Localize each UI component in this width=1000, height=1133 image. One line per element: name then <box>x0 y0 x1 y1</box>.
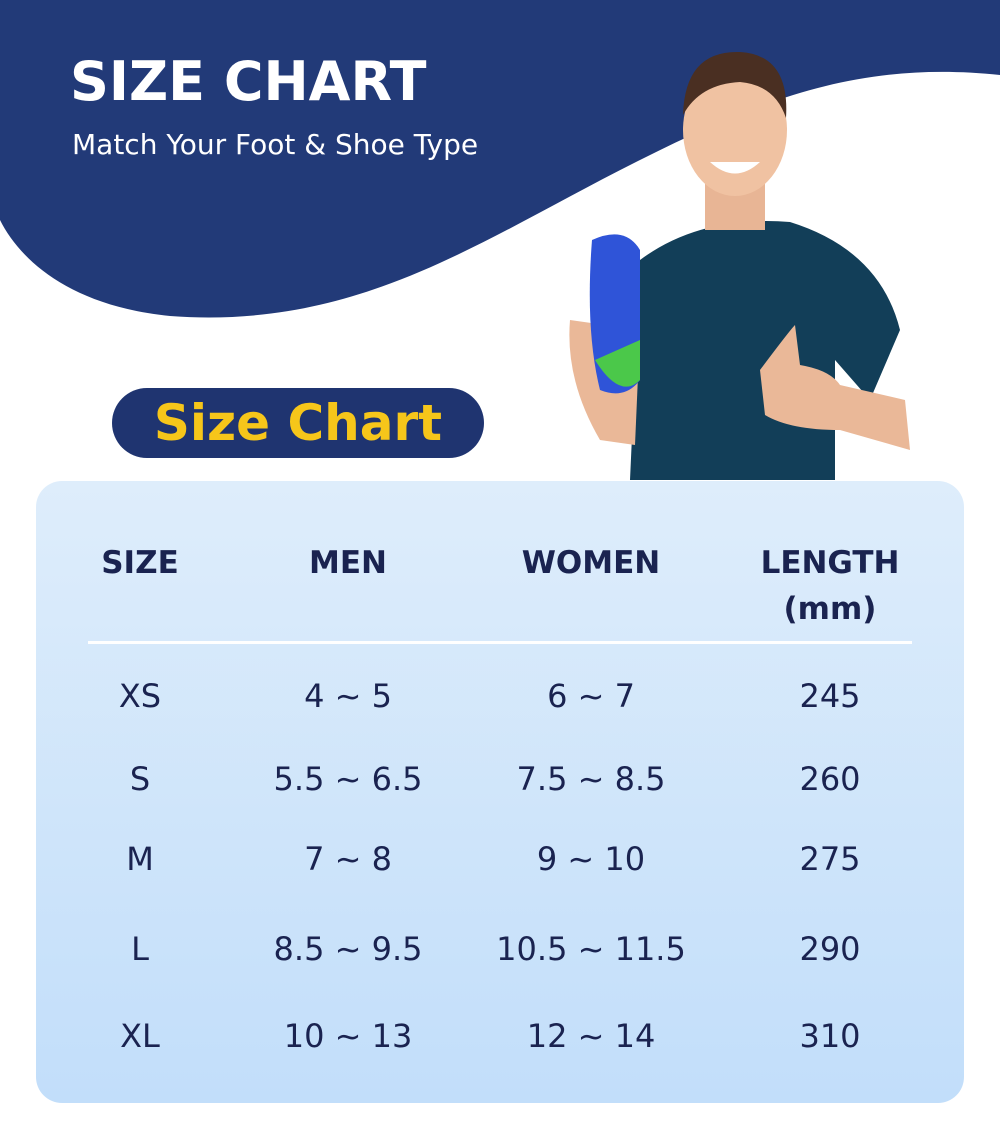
model-photo <box>569 51 910 481</box>
badge: Size Chart <box>112 388 484 458</box>
table-cell: 8.5 ~ 9.5 <box>273 930 423 968</box>
table-cell: 10.5 ~ 11.5 <box>496 930 686 968</box>
table-cell: M <box>126 840 154 878</box>
table-cell: 9 ~ 10 <box>536 840 646 878</box>
table-cell: 4 ~ 5 <box>304 677 392 715</box>
table-cell: 310 <box>799 1017 861 1055</box>
table-cell: 5.5 ~ 6.5 <box>273 760 423 798</box>
table-cell: 12 ~ 14 <box>526 1017 656 1055</box>
table-cell: 10 ~ 13 <box>283 1017 413 1055</box>
table-cell: 290 <box>799 930 861 968</box>
column-header: SIZE <box>101 545 179 581</box>
subtitle: Match Your Foot & Shoe Type <box>72 128 479 161</box>
table-cell: 7 ~ 8 <box>304 840 392 878</box>
table-cell: 245 <box>799 677 861 715</box>
title: SIZE CHART <box>70 50 427 113</box>
header-rule <box>88 641 912 644</box>
table-cell: 6 ~ 7 <box>547 677 635 715</box>
table-cell: S <box>129 760 151 798</box>
table-cell: 275 <box>799 840 861 878</box>
table-cell: L <box>131 930 149 968</box>
column-header: MEN <box>309 545 387 581</box>
table-cell: 7.5 ~ 8.5 <box>516 760 666 798</box>
column-header: WOMEN <box>521 545 661 581</box>
table-cell: 260 <box>799 760 861 798</box>
column-header: LENGTH (mm) <box>760 545 900 627</box>
table-card <box>36 481 964 1103</box>
table-cell: XS <box>118 677 162 715</box>
table-cell: XL <box>120 1017 160 1055</box>
